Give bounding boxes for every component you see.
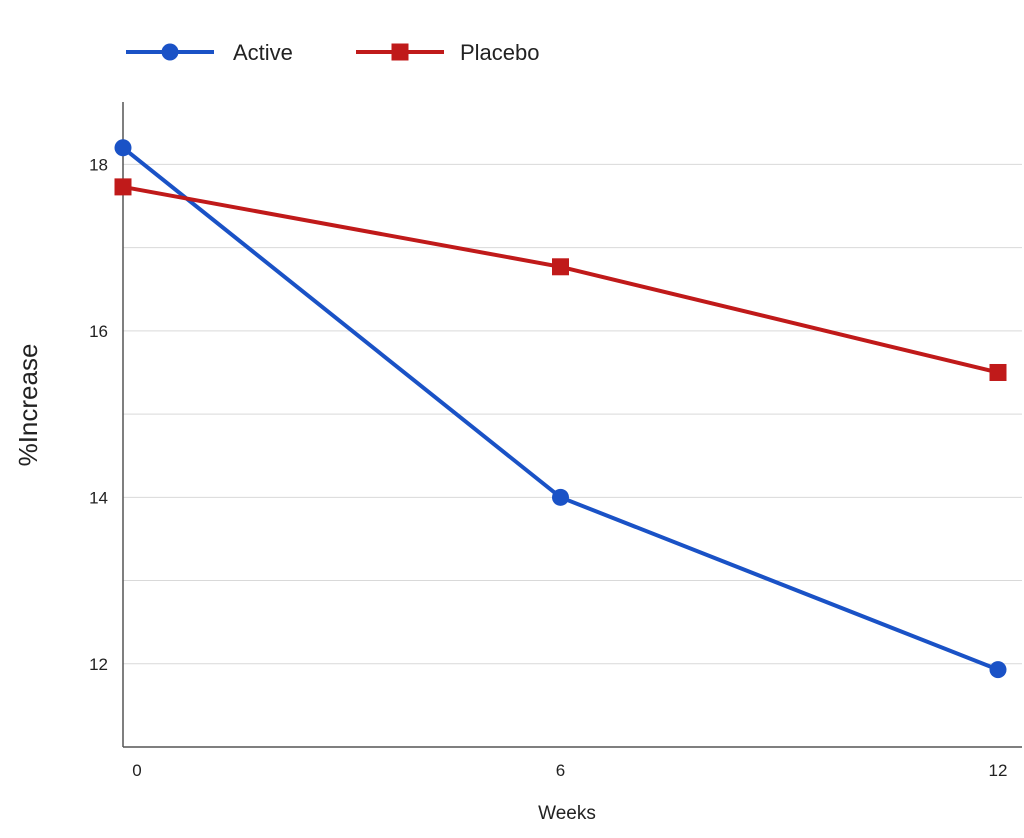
data-point [989,661,1007,679]
data-point [989,363,1007,381]
series-line [122,184,999,375]
series-line [121,146,999,672]
y-axis-title: %Increase [13,344,43,467]
data-point [552,258,569,276]
legend-item-active: Active [126,40,293,65]
series-active [114,139,1007,679]
legend-item-placebo: Placebo [356,40,540,65]
y-tick-label: 12 [89,655,108,674]
x-tick-label: 6 [556,761,565,780]
legend-marker [161,43,179,61]
data-point [114,178,132,196]
legend-marker [391,43,409,61]
y-tick-label: 16 [89,322,108,341]
x-axis-title: Weeks [538,803,596,824]
x-tick-label: 12 [989,761,1008,780]
legend: Active Placebo [126,40,540,65]
data-point [552,488,569,506]
series-lines [114,139,1007,679]
x-tick-labels: 0 6 12 [132,761,1007,780]
grid-lines [123,163,1022,665]
y-tick-label: 18 [89,155,108,174]
legend-label: Active [233,40,293,65]
y-tick-labels: 12 14 16 18 [89,155,108,673]
x-tick-label: 0 [132,761,141,780]
y-tick-label: 14 [89,488,108,507]
series-placebo [114,178,1007,381]
data-point [114,139,132,157]
legend-label: Placebo [460,40,540,65]
